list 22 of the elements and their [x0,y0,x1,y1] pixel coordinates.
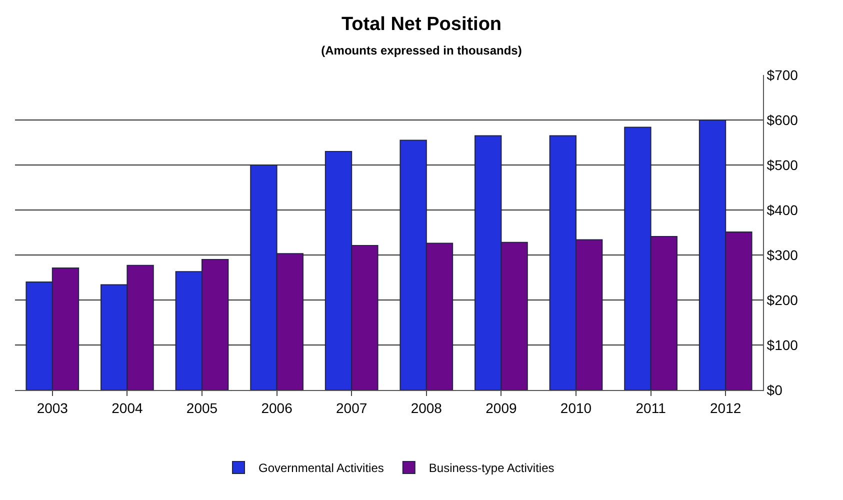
chart-subtitle: (Amounts expressed in thousands) [321,44,522,58]
y-tick-label: $100 [766,336,798,353]
y-tick-label: $0 [766,382,783,398]
x-tick-label: 2003 [36,400,68,416]
x-tick-label: 2008 [410,400,442,416]
x-tick-label: 2007 [336,400,368,416]
y-tick-label: $600 [766,112,798,128]
y-tick-label: $700 [766,66,798,83]
y-tick-label: $300 [766,246,798,263]
x-tick-label: 2010 [560,400,592,416]
x-tick-label: 2009 [486,400,517,416]
x-tick-label: 2004 [112,400,143,416]
legend-label: Governmental Activities [258,461,384,476]
chart-title: Total Net Position [341,14,502,35]
x-tick-label: 2011 [636,400,666,416]
y-tick-label: $500 [766,156,798,173]
legend-label: Business-type Activities [428,461,554,476]
x-tick-label: 2006 [261,400,293,416]
x-tick-label: 2012 [710,400,742,416]
y-tick-label: $200 [766,292,798,308]
y-tick-label: $400 [766,202,798,218]
x-tick-label: 2005 [186,400,218,416]
